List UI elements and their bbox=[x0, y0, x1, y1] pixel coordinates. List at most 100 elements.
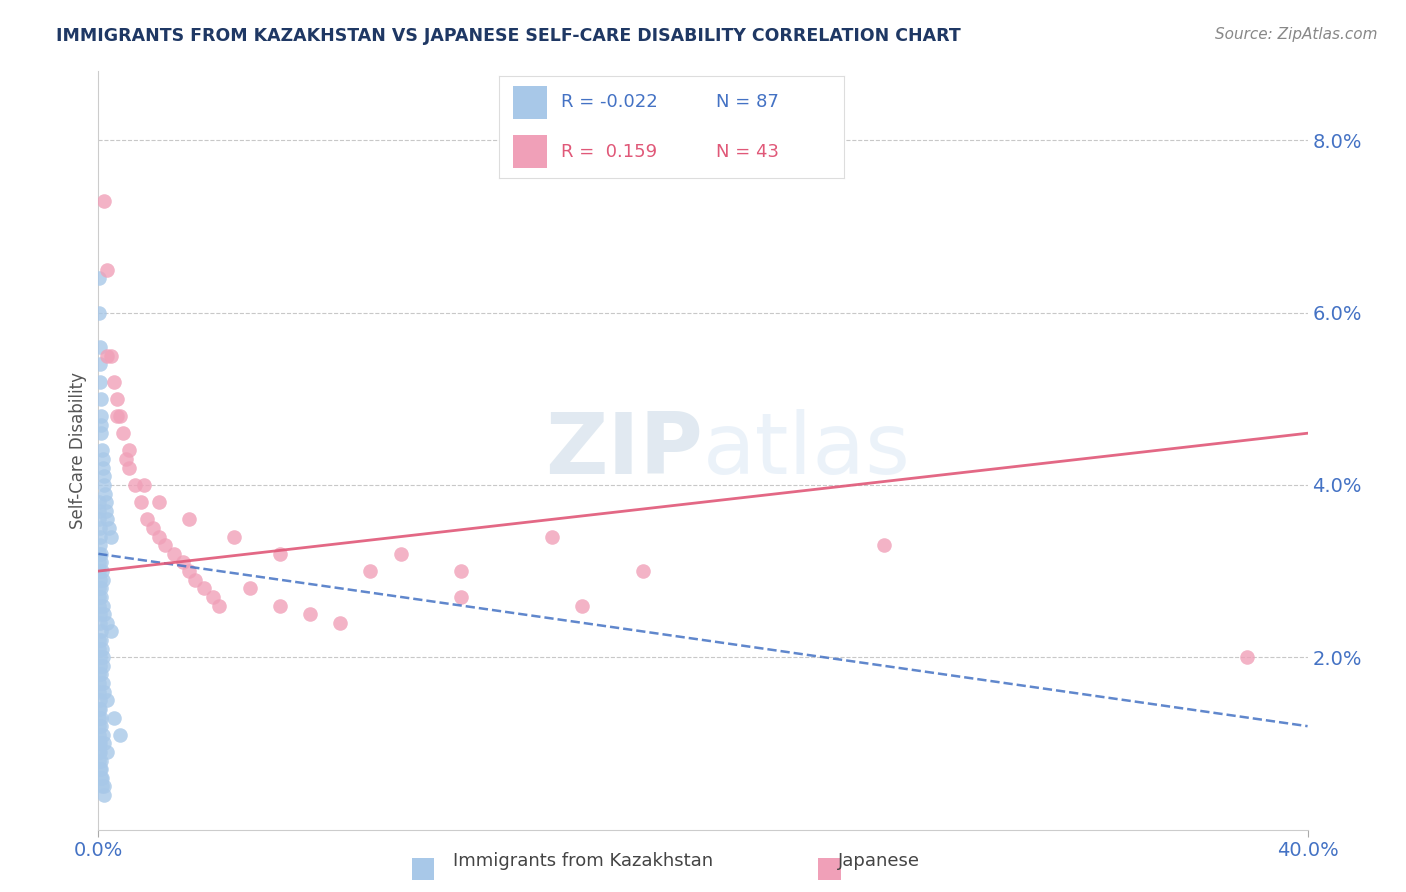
Point bbox=[153, 538, 176, 552]
Point bbox=[89, 650, 111, 665]
Point bbox=[103, 375, 125, 389]
Point bbox=[91, 771, 114, 785]
Point bbox=[571, 599, 593, 613]
Point bbox=[142, 521, 165, 535]
Point bbox=[135, 512, 157, 526]
Point bbox=[94, 495, 117, 509]
Point bbox=[93, 736, 115, 750]
Point bbox=[96, 504, 118, 518]
Point bbox=[91, 573, 114, 587]
Point bbox=[93, 684, 115, 698]
Point bbox=[89, 745, 111, 759]
Point bbox=[90, 624, 112, 639]
Point bbox=[87, 547, 110, 561]
Text: Immigrants from Kazakhstan: Immigrants from Kazakhstan bbox=[453, 852, 714, 870]
Point bbox=[184, 573, 207, 587]
Point bbox=[89, 538, 111, 552]
Point bbox=[118, 443, 141, 458]
Point bbox=[87, 667, 110, 681]
Point bbox=[269, 547, 291, 561]
Point bbox=[631, 564, 654, 578]
Point bbox=[96, 349, 118, 363]
Point bbox=[89, 702, 111, 716]
Text: N = 43: N = 43 bbox=[716, 143, 779, 161]
Y-axis label: Self-Care Disability: Self-Care Disability bbox=[69, 372, 87, 529]
Text: R =  0.159: R = 0.159 bbox=[561, 143, 657, 161]
Point bbox=[100, 530, 122, 544]
Point bbox=[299, 607, 322, 622]
Point bbox=[148, 495, 170, 509]
Point bbox=[202, 590, 225, 604]
Text: ZIP: ZIP bbox=[546, 409, 703, 492]
Text: atlas: atlas bbox=[703, 409, 911, 492]
Point bbox=[87, 710, 110, 724]
Point bbox=[90, 590, 112, 604]
Point bbox=[239, 582, 262, 596]
Point bbox=[89, 728, 111, 742]
Point bbox=[89, 693, 111, 707]
Point bbox=[90, 409, 112, 423]
Point bbox=[89, 357, 111, 371]
Point bbox=[89, 521, 111, 535]
Point bbox=[129, 495, 152, 509]
Point bbox=[87, 504, 110, 518]
Text: N = 87: N = 87 bbox=[716, 94, 779, 112]
Point bbox=[91, 564, 114, 578]
Point bbox=[98, 521, 121, 535]
Point bbox=[224, 530, 246, 544]
Point bbox=[90, 426, 112, 441]
Point bbox=[540, 530, 562, 544]
Point bbox=[93, 469, 115, 483]
Point bbox=[91, 460, 114, 475]
Point bbox=[87, 676, 110, 690]
Point bbox=[89, 564, 111, 578]
Point bbox=[91, 658, 114, 673]
Point bbox=[89, 340, 111, 354]
Point bbox=[96, 262, 118, 277]
Point bbox=[163, 547, 186, 561]
Text: Japanese: Japanese bbox=[838, 852, 920, 870]
Point bbox=[91, 728, 114, 742]
Point bbox=[91, 650, 114, 665]
Point bbox=[179, 512, 201, 526]
Point bbox=[90, 762, 112, 776]
Text: IMMIGRANTS FROM KAZAKHSTAN VS JAPANESE SELF-CARE DISABILITY CORRELATION CHART: IMMIGRANTS FROM KAZAKHSTAN VS JAPANESE S… bbox=[56, 27, 960, 45]
Point bbox=[89, 512, 111, 526]
Point bbox=[93, 194, 115, 208]
Point bbox=[91, 780, 114, 794]
Point bbox=[90, 547, 112, 561]
Point bbox=[89, 573, 111, 587]
Point bbox=[89, 762, 111, 776]
Point bbox=[90, 633, 112, 648]
Point bbox=[93, 607, 115, 622]
Point bbox=[329, 615, 352, 630]
Point bbox=[450, 564, 472, 578]
Point bbox=[90, 754, 112, 768]
Bar bbox=[513, 87, 547, 119]
Point bbox=[87, 702, 110, 716]
Point bbox=[124, 478, 146, 492]
Point bbox=[108, 728, 131, 742]
Point bbox=[89, 607, 111, 622]
Point bbox=[89, 754, 111, 768]
Point bbox=[96, 745, 118, 759]
Point bbox=[89, 599, 111, 613]
Point bbox=[93, 780, 115, 794]
Point bbox=[93, 788, 115, 802]
Point bbox=[87, 556, 110, 570]
Text: Source: ZipAtlas.com: Source: ZipAtlas.com bbox=[1215, 27, 1378, 42]
Point bbox=[90, 392, 112, 406]
Point bbox=[87, 495, 110, 509]
Point bbox=[208, 599, 231, 613]
Point bbox=[91, 443, 114, 458]
Point bbox=[94, 486, 117, 500]
Point bbox=[269, 599, 291, 613]
Point bbox=[89, 615, 111, 630]
Point bbox=[193, 582, 215, 596]
Point bbox=[87, 633, 110, 648]
Point bbox=[100, 624, 122, 639]
Point bbox=[132, 478, 155, 492]
Point bbox=[114, 452, 136, 467]
Point bbox=[111, 426, 134, 441]
Point bbox=[90, 582, 112, 596]
